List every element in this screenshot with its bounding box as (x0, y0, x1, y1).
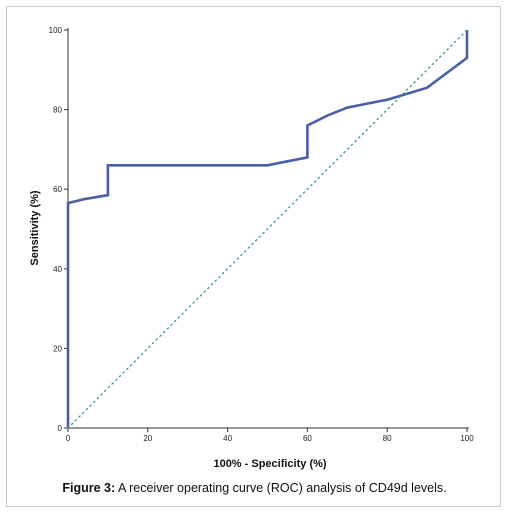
y-tick-label: 60 (53, 185, 62, 194)
x-tick-label: 60 (303, 434, 312, 443)
y-tick-label: 100 (49, 26, 63, 35)
y-tick-label: 80 (53, 106, 62, 115)
x-tick-label: 20 (143, 434, 152, 443)
axes: 0 20 40 60 80 100 0 20 40 60 80 100 (49, 26, 475, 443)
y-tick-label: 0 (58, 424, 63, 433)
x-tick-label: 80 (383, 434, 392, 443)
x-axis-title: 100% - Specificity (%) (213, 458, 326, 470)
x-tick-label: 100 (460, 434, 474, 443)
reference-diagonal-line (67, 29, 468, 429)
x-tick-label: 0 (66, 434, 71, 443)
caption-text: A receiver operating curve (ROC) analysi… (117, 481, 447, 495)
y-tick-label: 20 (53, 344, 62, 353)
caption-label: Figure 3: (62, 481, 116, 495)
y-tick-label: 40 (53, 265, 62, 274)
roc-curve-line (66, 30, 469, 428)
y-axis-title: Sensitivity (%) (29, 190, 41, 266)
figure-caption: Figure 3: A receiver operating curve (RO… (0, 481, 509, 495)
series-group (66, 29, 469, 429)
x-tick-label: 40 (223, 434, 232, 443)
